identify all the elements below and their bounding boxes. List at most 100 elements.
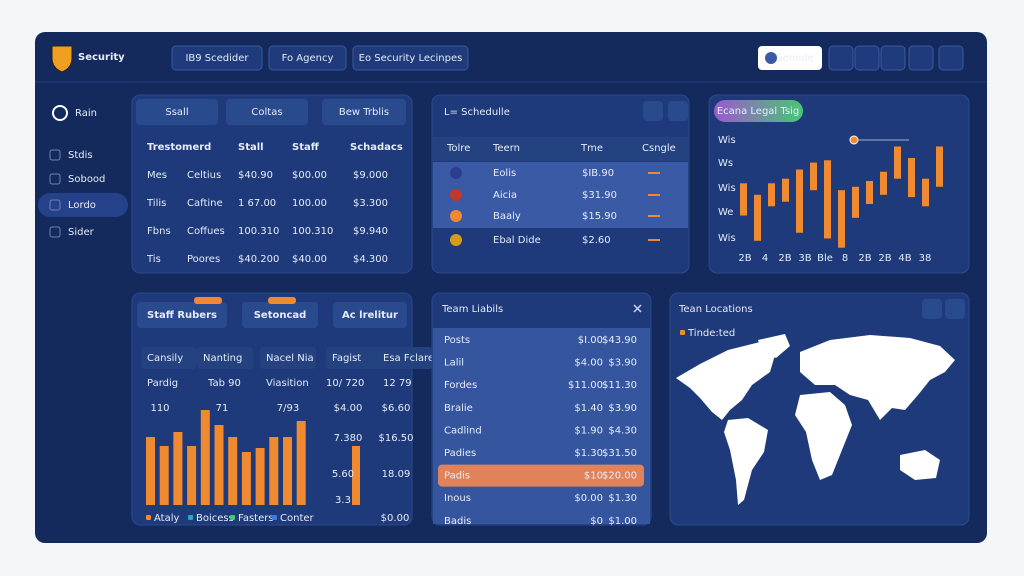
icon-button[interactable]	[938, 45, 964, 71]
row-value: $0.00	[574, 493, 603, 504]
nav-tab-label: Eo Security Lecinpes	[359, 53, 463, 64]
candle	[866, 181, 873, 204]
sidebar-icon	[49, 173, 61, 185]
bar	[214, 425, 224, 505]
row-band	[433, 162, 688, 228]
panel-button[interactable]	[137, 302, 227, 328]
column-header: Esa Fclarel	[383, 353, 437, 364]
icon-button[interactable]	[922, 299, 942, 319]
panel-tab-label: Ssall	[165, 107, 188, 118]
row-name: Posts	[444, 335, 470, 346]
legend-button[interactable]	[714, 100, 803, 122]
column-header: Schadacs	[350, 142, 403, 153]
bar	[159, 446, 169, 505]
side-label: 3.3	[335, 495, 351, 506]
bar	[146, 437, 155, 505]
bar	[352, 446, 360, 505]
legend-label: Tinde:ted	[687, 328, 735, 339]
legend-label: Conter	[280, 513, 315, 524]
sidebar-item[interactable]: Stdis	[68, 150, 93, 161]
y-label: We	[718, 207, 733, 218]
table-cell: $40.200	[238, 254, 279, 265]
row-name: Fordes	[444, 380, 477, 391]
legend-label: Fasters	[238, 513, 274, 524]
header-button-label: Semide	[776, 53, 814, 64]
panel-tab[interactable]	[226, 99, 308, 125]
cell-bg	[377, 347, 433, 369]
panel-button[interactable]	[242, 302, 318, 328]
table-cell: 12 79	[383, 378, 412, 389]
world-map	[676, 334, 955, 505]
panel-tab[interactable]	[136, 99, 218, 125]
icon-button[interactable]	[854, 45, 880, 71]
header-button[interactable]	[758, 46, 822, 70]
candle	[796, 169, 803, 233]
table-cell: 100.00	[292, 198, 327, 209]
table-cell: Viasition	[266, 378, 309, 389]
icon-button[interactable]	[643, 101, 663, 121]
x-label: 4B	[898, 253, 911, 264]
column-header: Trestomerd	[147, 142, 211, 153]
table-cell: 10/ 720	[326, 378, 364, 389]
table-cell: $3.300	[353, 198, 388, 209]
row-value: $4.00	[574, 358, 603, 369]
row-value: $1.30	[574, 448, 603, 459]
panel-tab-label: Coltas	[251, 107, 282, 118]
panel-title: Team Liabils	[441, 304, 503, 315]
table-cell: 71	[216, 403, 229, 414]
icon-button[interactable]	[880, 45, 906, 71]
row-value: $I.00	[578, 335, 603, 346]
bar	[228, 437, 238, 505]
candle	[894, 146, 901, 179]
nav-tab[interactable]	[268, 45, 347, 71]
close-icon[interactable]	[633, 304, 642, 313]
table-cell: $40.90	[238, 170, 273, 181]
sidebar-item[interactable]: Sider	[68, 227, 95, 238]
icon-button[interactable]	[668, 101, 688, 121]
bar	[283, 437, 292, 505]
panel-title: Tean Locations	[678, 304, 753, 315]
legend-label: Ataly	[154, 513, 179, 524]
sidebar-icon	[49, 199, 61, 211]
candle	[810, 162, 817, 191]
row-name: Inous	[444, 493, 471, 504]
row-value: $1.90	[574, 425, 603, 436]
row-value: $3.90	[608, 358, 637, 369]
sidebar-active	[38, 193, 128, 217]
side-label: 7.380	[334, 433, 363, 444]
icon-button[interactable]	[945, 299, 965, 319]
sidebar-icon	[49, 226, 61, 238]
column-header: Fagist	[332, 353, 361, 364]
nav-tab-label: IB9 Scedider	[185, 53, 249, 64]
icon-button[interactable]	[828, 45, 854, 71]
table-cell: 110	[150, 403, 169, 414]
icon-button[interactable]	[908, 45, 934, 71]
candle	[880, 171, 887, 195]
column-header: Staff	[292, 142, 320, 153]
side-label: 18.09	[382, 469, 411, 480]
y-label: Wis	[718, 135, 736, 146]
sidebar-icon	[52, 105, 68, 121]
panel-tab[interactable]	[322, 99, 406, 125]
x-label: 2B	[858, 253, 871, 264]
nav-tab[interactable]	[171, 45, 263, 71]
table-cell: 7/93	[277, 403, 299, 414]
panel-button[interactable]	[333, 302, 407, 328]
x-label: Ble	[817, 253, 833, 264]
sidebar-item[interactable]: Lordo	[68, 200, 96, 211]
column-header: Nacel Nia	[266, 353, 314, 364]
candle	[754, 194, 761, 241]
brand: Security	[78, 52, 125, 63]
continent	[795, 392, 852, 480]
row-value: $31.90	[582, 190, 617, 201]
continent	[676, 342, 775, 420]
badge	[268, 297, 296, 304]
row-value: $11.00	[568, 380, 603, 391]
marker	[849, 135, 859, 145]
table-header	[433, 137, 688, 161]
sidebar-item[interactable]: Sobood	[68, 174, 105, 185]
candle	[922, 178, 929, 207]
continent	[724, 418, 768, 505]
bar	[269, 437, 279, 505]
nav-tab[interactable]	[352, 45, 469, 71]
